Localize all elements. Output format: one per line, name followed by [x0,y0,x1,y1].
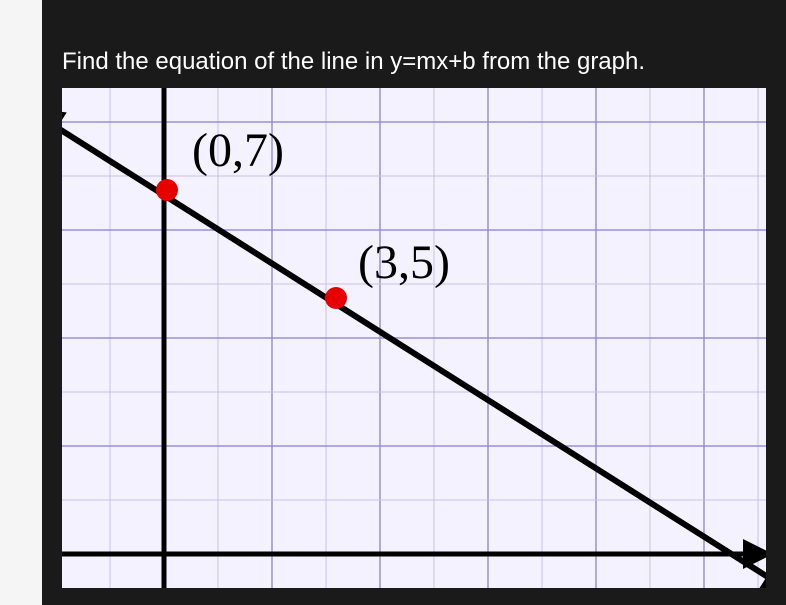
graph-container: (0,7) (3,5) [62,88,766,588]
left-margin-strip [0,0,42,605]
grid-layer [62,88,766,588]
labels-layer: (0,7) (3,5) [192,124,450,289]
graph-point [156,179,178,201]
point-label: (3,5) [358,236,450,289]
content-panel: Find the equation of the line in y=mx+b … [42,0,786,605]
graph-svg: (0,7) (3,5) [62,88,766,588]
graph-point [325,287,347,309]
point-label: (0,7) [192,124,284,177]
question-text: Find the equation of the line in y=mx+b … [62,48,645,76]
